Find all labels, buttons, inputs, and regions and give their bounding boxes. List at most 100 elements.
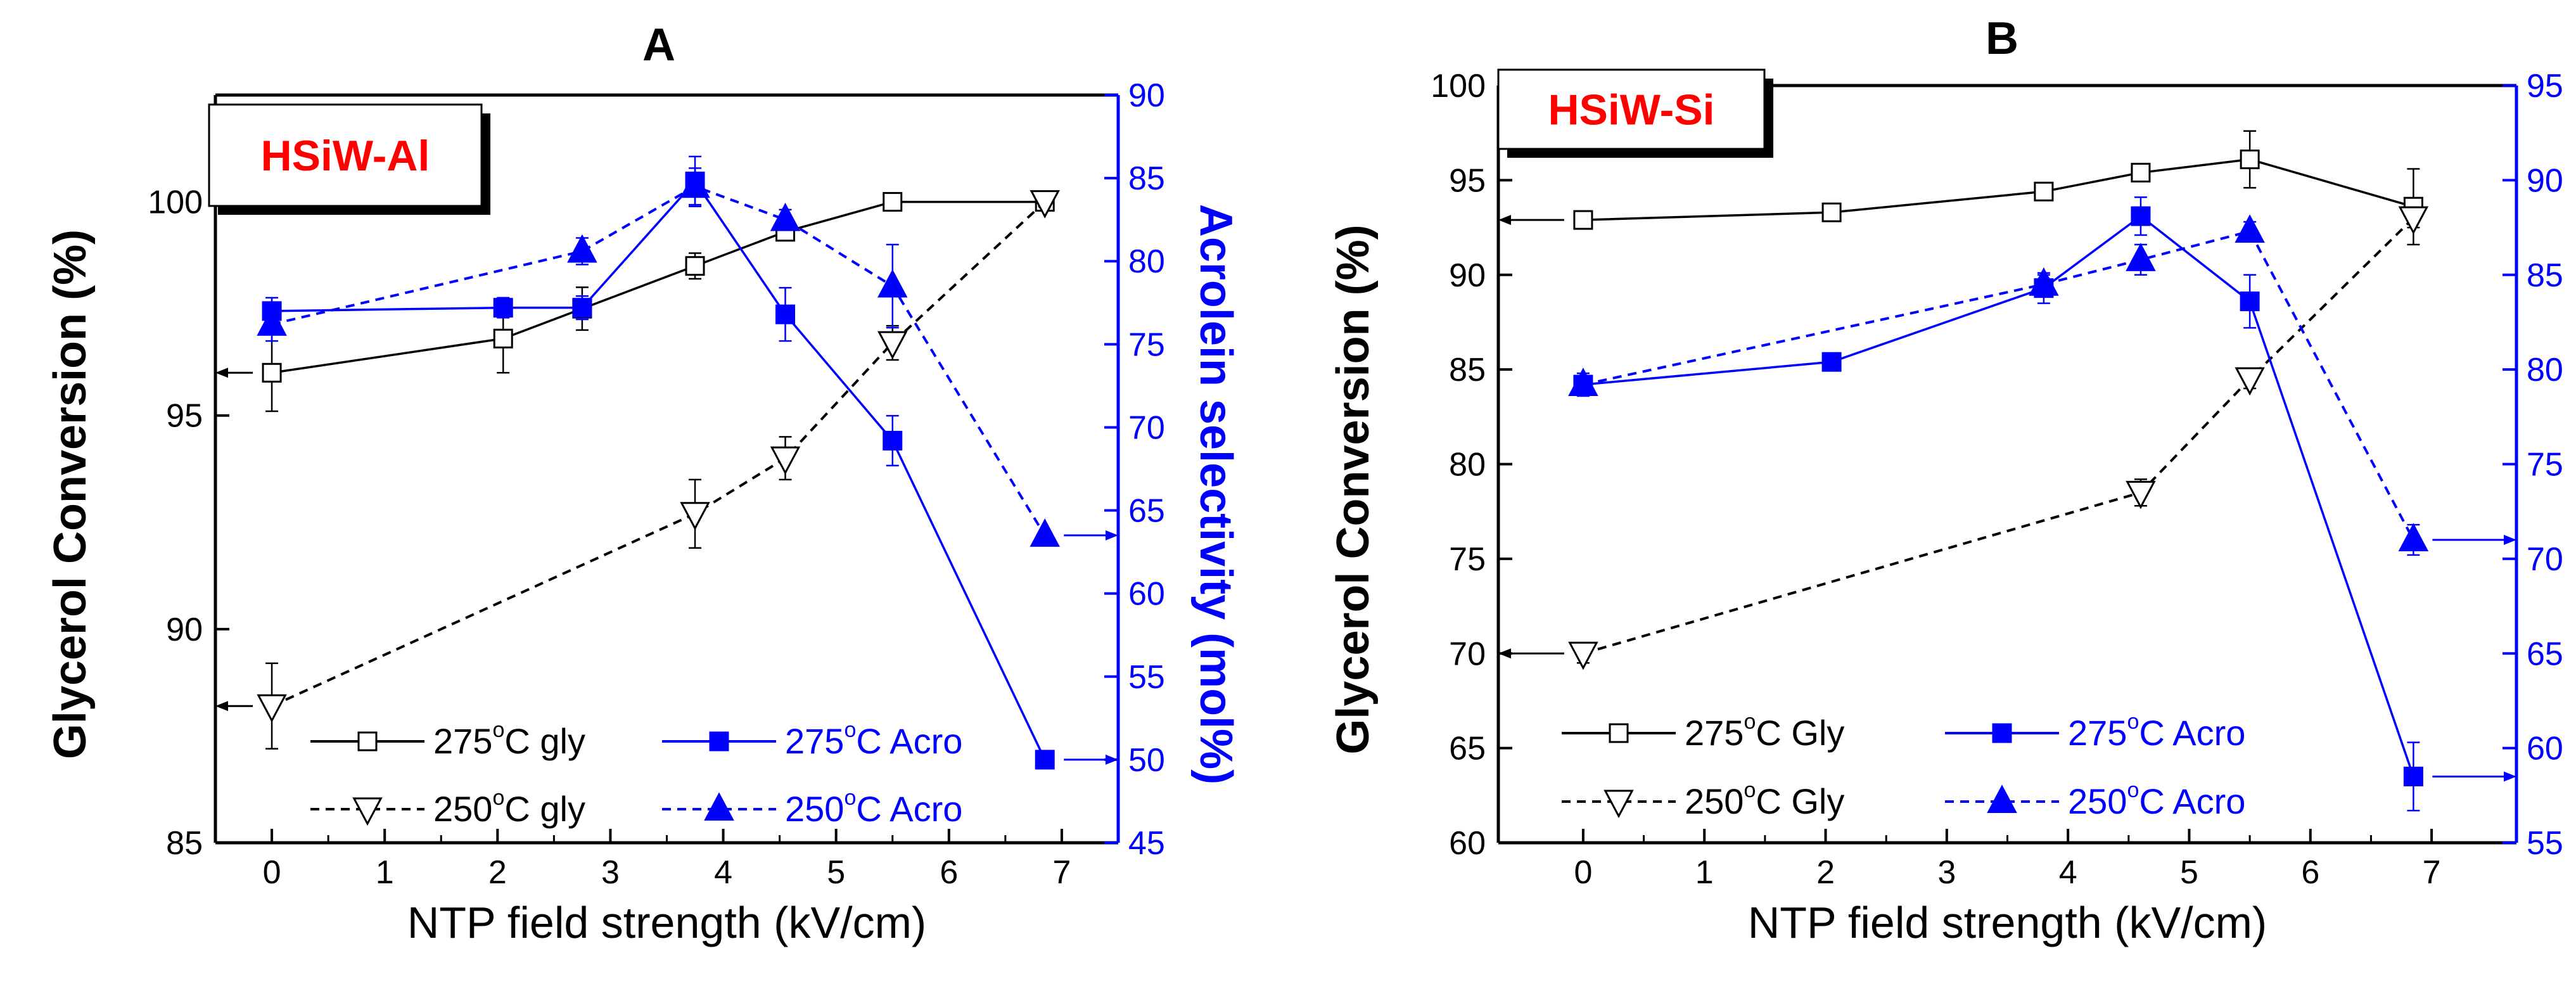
x-tick-label: 3 <box>601 854 620 891</box>
series-line <box>1583 214 2415 777</box>
legend-marker <box>1609 723 1629 743</box>
legend-marker <box>709 731 729 752</box>
legend-marker <box>1987 784 2017 813</box>
data-point <box>770 202 801 231</box>
legend-marker <box>1992 723 2012 743</box>
right-y-tick-label: 95 <box>2527 68 2563 105</box>
left-y-tick-label: 100 <box>148 184 203 221</box>
axis-pointer-arrowhead <box>215 368 228 378</box>
data-point <box>1568 368 1598 397</box>
x-tick-label: 1 <box>376 854 394 891</box>
legend-suffix: C Acro <box>2139 781 2245 821</box>
x-tick-label: 4 <box>2059 854 2077 891</box>
x-tick-label: 0 <box>1574 854 1592 891</box>
data-point <box>770 446 801 475</box>
left-y-tick-label: 90 <box>1449 257 1486 294</box>
axis-pointer-arrowhead <box>2504 771 2516 782</box>
data-point <box>2240 291 2260 312</box>
x-tick-label: 7 <box>2423 854 2441 891</box>
left-y-tick-label: 95 <box>1449 162 1486 199</box>
legend-label: 275oC Acro <box>785 718 962 761</box>
legend-entry: 275oC Acro <box>662 718 962 761</box>
x-tick-label: 5 <box>827 854 845 891</box>
legend-degree: o <box>2127 710 2139 734</box>
data-point <box>2235 214 2265 243</box>
panel-a: A0 1 2 3 4 5 6 785909510045505560657075808590NT… <box>45 20 1241 947</box>
series-line <box>1583 217 2414 655</box>
x-axis-title: NTP field strength (kV/cm) <box>407 898 927 947</box>
right-y-tick-label: 90 <box>1128 77 1165 114</box>
axis-pointer-arrowhead <box>215 701 228 712</box>
right-y-tick-label: 55 <box>2527 825 2563 862</box>
data-point <box>2240 150 2260 170</box>
left-y-tick-label: 65 <box>1449 731 1486 767</box>
legend-entry: 275oC Acro <box>1945 710 2245 753</box>
data-point <box>493 298 513 318</box>
data-point <box>2029 267 2059 296</box>
legend-entry: 275oC Gly <box>1562 710 1844 753</box>
right-y-tick-label: 45 <box>1128 825 1165 862</box>
legend-temp: 250 <box>785 789 844 829</box>
x-tick-label: 6 <box>2301 854 2319 891</box>
series-3 <box>257 167 1060 547</box>
data-point <box>680 502 710 530</box>
x-tick-label: 1 <box>1695 854 1714 891</box>
series-line <box>1583 158 2414 221</box>
legend-label: 250oC Acro <box>2068 778 2245 821</box>
data-point <box>1573 210 1593 230</box>
data-point <box>262 362 282 383</box>
data-point <box>2398 206 2429 235</box>
x-tick-label: 3 <box>1937 854 1956 891</box>
series-3 <box>1568 214 2429 556</box>
right-y-tick-label: 65 <box>2527 636 2563 672</box>
data-point <box>883 430 903 451</box>
legend-degree: o <box>1744 778 1756 802</box>
badge-box <box>1497 68 1766 150</box>
legend-suffix: C Acro <box>856 721 962 761</box>
badge-box <box>208 103 483 207</box>
data-point <box>2126 480 2156 509</box>
data-point <box>2403 766 2423 786</box>
right-y-tick-label: 55 <box>1128 659 1165 696</box>
legend-temp: 275 <box>2068 713 2127 753</box>
legend-degree: o <box>844 718 856 742</box>
legend-temp: 250 <box>2068 781 2127 821</box>
axis-pointer-arrowhead <box>1498 648 1511 659</box>
right-y-tick-label: 65 <box>1128 493 1165 530</box>
left-y-tick-label: 60 <box>1449 825 1486 862</box>
legend-label: 275oC gly <box>433 718 585 761</box>
legend-temp: 250 <box>1685 781 1744 821</box>
left-y-tick-label: 100 <box>1431 68 1486 105</box>
right-y-tick-label: 75 <box>1128 326 1165 363</box>
right-y-tick-label: 60 <box>1128 576 1165 613</box>
left-y-tick-label: 95 <box>166 398 203 435</box>
right-y-tick-label: 75 <box>2527 447 2563 483</box>
legend-suffix: C Gly <box>1756 713 1844 753</box>
legend-degree: o <box>492 786 504 810</box>
right-y-tick-label: 70 <box>1128 409 1165 446</box>
legend-suffix: C Gly <box>1756 781 1844 821</box>
legend-temp: 275 <box>433 721 492 761</box>
left-y-tick-label: 70 <box>1449 636 1486 672</box>
data-point <box>775 304 796 324</box>
legend-label: 250oC gly <box>433 786 585 829</box>
data-point <box>685 256 705 276</box>
left-y-tick-label: 90 <box>166 611 203 648</box>
data-point <box>1035 750 1055 770</box>
right-y-tick-label: 85 <box>1128 160 1165 197</box>
catalyst-badge-label: HSiW-Al <box>261 132 430 180</box>
legend-entry: 250oC Acro <box>662 786 962 829</box>
x-tick-label: 2 <box>1816 854 1835 891</box>
right-y-tick-label: 80 <box>2527 352 2563 388</box>
x-tick-label: 0 <box>263 854 281 891</box>
legend-entry: 275oC gly <box>310 718 585 761</box>
axis-pointer-arrowhead <box>1106 754 1118 765</box>
left-y-tick-label: 85 <box>1449 352 1486 388</box>
legend-entry: 250oC Gly <box>1562 778 1844 821</box>
data-point <box>680 169 710 198</box>
legend-suffix: C gly <box>504 789 585 829</box>
legend-entry: 250oC gly <box>310 786 585 829</box>
legend-degree: o <box>492 718 504 742</box>
legend-marker <box>1604 790 1634 819</box>
right-y-tick-label: 50 <box>1128 742 1165 779</box>
